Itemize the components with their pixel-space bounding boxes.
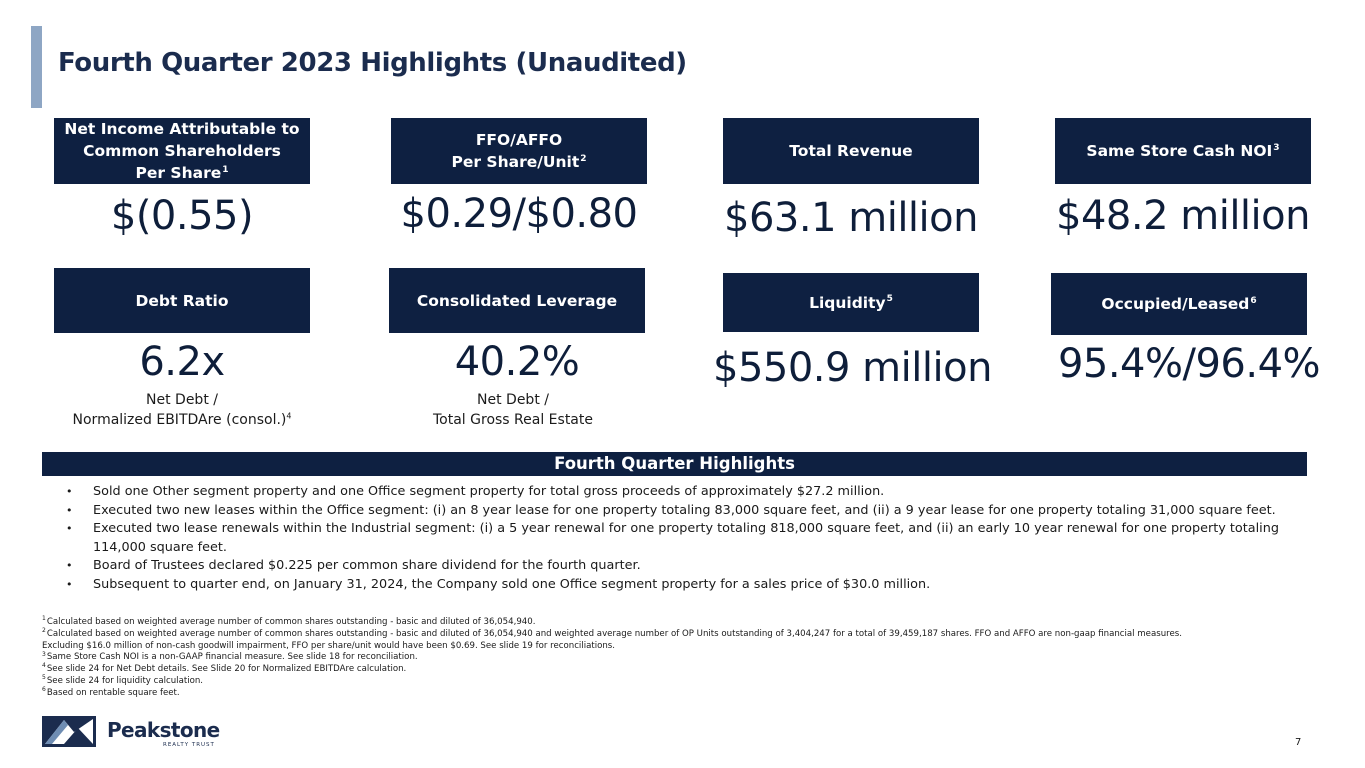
footnote: 4See slide 24 for Net Debt details. See … [42,662,407,675]
bullet-glyph: • [66,577,73,591]
caption-line: Normalized EBITDAre (consol.)4 [72,411,292,428]
highlights-list: • Sold one Other segment property and one… [66,483,1326,594]
page-title: Fourth Quarter 2023 Highlights (Unaudite… [58,48,687,78]
list-item: • Subsequent to quarter end, on January 3… [66,576,1326,595]
kpi-label-line: Common Shareholders [83,142,281,160]
kpi-header-net-income: Net Income Attributable to Common Shareh… [54,118,310,184]
bullet-glyph: • [66,485,73,498]
title-accent-bar [31,26,42,108]
kpi-label-line: Net Income Attributable to [64,120,300,138]
footnote-ref: 1 [222,164,229,175]
footnote: 5See slide 24 for liquidity calculation. [42,674,204,686]
kpi-header-occupied-leased: Occupied/Leased6 [1051,273,1307,335]
footnote-ref: 6 [1250,295,1257,306]
kpi-label: Same Store Cash NOI3 [1086,142,1280,160]
mountain-logo-icon [42,716,96,747]
highlights-header: Fourth Quarter Highlights [42,452,1307,476]
kpi-caption-consolidated-leverage: Net Debt / Total Gross Real Estate [373,390,653,430]
bullet-glyph: • [66,559,73,572]
list-item: • Executed two new leases within the Offi… [66,502,1326,521]
list-item: • Executed two lease renewals within the … [66,521,1279,555]
caption-line: Total Gross Real Estate [433,412,593,428]
footnote: Excluding $16.0 million of non-cash good… [42,640,616,651]
caption-line: Net Debt / [477,392,549,408]
kpi-value-debt-ratio: 6.2x [139,339,225,385]
list-item: • Sold one Other segment property and one… [66,483,1326,502]
footnote: 1Calculated based on weighted average nu… [42,615,536,627]
kpi-header-consolidated-leverage: Consolidated Leverage [389,268,645,333]
footnote-ref: 2 [580,153,587,164]
logo-tagline: REALTY TRUST [163,742,215,748]
footnote: 3Same Store Cash NOI is a non-GAAP finan… [42,650,418,663]
kpi-header-liquidity: Liquidity5 [723,273,979,332]
page-number: 7 [1295,737,1302,748]
kpi-value-consolidated-leverage: 40.2% [454,339,580,385]
kpi-label-line: FFO/AFFO [475,131,563,149]
kpi-header-same-store-noi: Same Store Cash NOI3 [1055,118,1311,184]
kpi-label-line: Per Share/Unit2 [451,153,587,171]
kpi-header-ffo-affo: FFO/AFFO Per Share/Unit2 [391,118,647,184]
kpi-value-ffo-affo: $0.29/$0.80 [400,191,639,237]
bullet-glyph: • [66,522,73,535]
list-item: • Board of Trustees declared $0.225 per c… [66,557,1326,576]
kpi-value-net-income: $(0.55) [110,193,254,239]
caption-line: Net Debt / [146,392,218,408]
footnote: 6Based on rentable square feet. [42,685,180,698]
footnotes: 1Calculated based on weighted average nu… [42,615,1312,700]
kpi-header-debt-ratio: Debt Ratio [54,268,310,333]
kpi-label: Liquidity5 [809,293,893,312]
kpi-caption-debt-ratio: Net Debt / Normalized EBITDAre (consol.)… [42,390,322,430]
footnote-ref: 3 [1273,142,1280,153]
footnote-ref: 4 [286,411,292,421]
kpi-label: Occupied/Leased6 [1101,295,1257,313]
kpi-label: Total Revenue [789,142,913,160]
kpi-value-liquidity: $550.9 million [713,345,992,391]
kpi-value-occupied-leased: 95.4%/96.4% [1057,341,1321,387]
bullet-glyph: • [66,503,73,517]
kpi-value-same-store-noi: $48.2 million [1056,193,1310,239]
kpi-value-total-revenue: $63.1 million [724,195,978,241]
logo-wordmark: Peakstone [107,718,220,742]
footnote: 2Calculated based on weighted average nu… [42,626,1182,639]
kpi-label-line: Per Share1 [135,164,229,182]
kpi-header-total-revenue: Total Revenue [723,118,979,184]
footnote-ref: 5 [886,294,893,305]
kpi-label: Consolidated Leverage [416,291,618,310]
kpi-label: Debt Ratio [135,291,229,310]
